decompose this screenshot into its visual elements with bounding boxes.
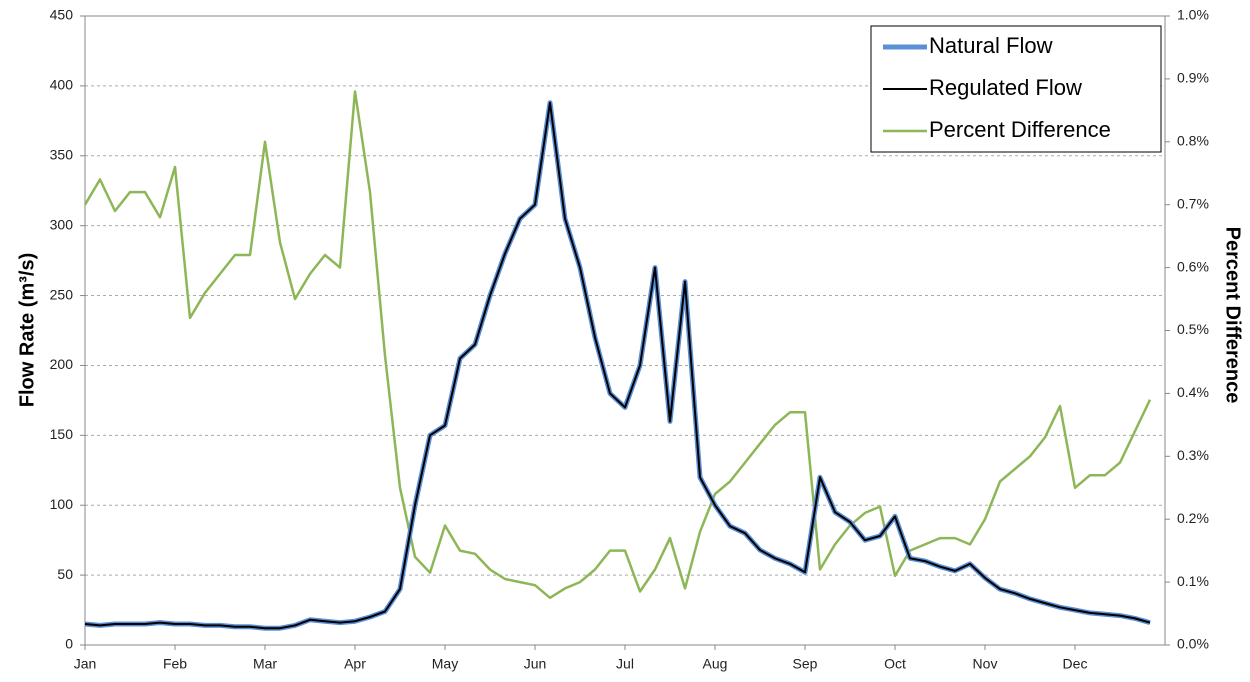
y2-tick-label: 1.0% [1177, 7, 1209, 23]
y-axis-label: Flow Rate (m³/s) [16, 253, 38, 407]
y2-tick-label: 0.8% [1177, 133, 1209, 149]
legend-label: Percent Difference [929, 117, 1111, 142]
y2-tick-label: 0.2% [1177, 510, 1209, 526]
x-tick-label: Oct [884, 656, 906, 672]
series-line [83, 90, 1152, 600]
y2-tick-label: 0.9% [1177, 70, 1209, 86]
y2-tick-label: 0.6% [1177, 258, 1209, 274]
x-tick-label: Jul [616, 656, 634, 672]
y2-tick-label: 0.5% [1177, 321, 1209, 337]
y2-tick-label: 0.1% [1177, 573, 1209, 589]
x-tick-label: May [432, 656, 458, 672]
y2-tick-label: 0.7% [1177, 195, 1209, 211]
y-tick-label: 0 [65, 636, 73, 652]
y2-tick-label: 0.3% [1177, 447, 1209, 463]
y2-tick-label: 0.0% [1177, 636, 1209, 652]
x-tick-label: Aug [703, 656, 728, 672]
x-tick-label: Nov [973, 656, 998, 672]
y-tick-label: 450 [50, 7, 74, 23]
x-tick-label: Apr [344, 656, 366, 672]
y-tick-label: 150 [50, 426, 74, 442]
x-tick-label: Sep [793, 656, 818, 672]
y-tick-label: 350 [50, 146, 74, 162]
x-tick-label: Feb [163, 656, 187, 672]
x-tick-label: Dec [1063, 656, 1088, 672]
y2-axis-label: Percent Difference [1222, 227, 1244, 404]
y-tick-label: 250 [50, 286, 74, 302]
y-tick-label: 200 [50, 356, 74, 372]
legend-label: Regulated Flow [929, 75, 1082, 100]
y-tick-label: 100 [50, 496, 74, 512]
x-tick-label: Jan [74, 656, 97, 672]
y-tick-label: 300 [50, 216, 74, 232]
y2-tick-label: 0.4% [1177, 384, 1209, 400]
y-tick-label: 400 [50, 77, 74, 93]
series-line [84, 101, 1151, 630]
x-tick-label: Mar [253, 656, 277, 672]
legend-label: Natural Flow [929, 33, 1053, 58]
x-tick-label: Jun [524, 656, 547, 672]
y-tick-label: 50 [57, 566, 73, 582]
